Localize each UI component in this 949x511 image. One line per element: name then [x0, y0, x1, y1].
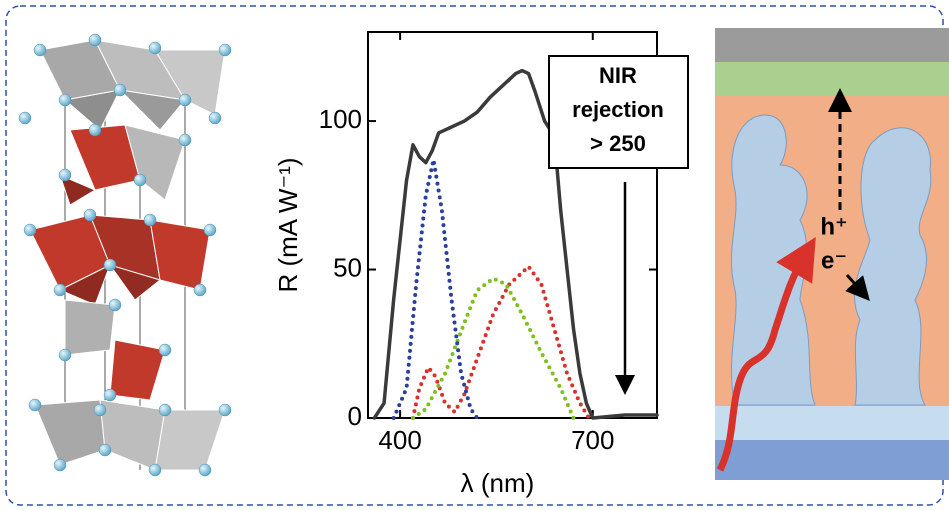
- x-tick-label: 700: [571, 425, 614, 455]
- annotation-text: rejection: [572, 97, 664, 122]
- y-axis-label: R (mA W⁻¹): [273, 157, 303, 292]
- data-line: [372, 68, 659, 420]
- annotation-text: > 250: [590, 131, 646, 156]
- data-line: [410, 276, 576, 420]
- x-tick-label: 400: [378, 425, 421, 455]
- plot: 400 700 0 50 100 λ (nm) R (mA W⁻¹) NIR rejection…: [273, 31, 689, 498]
- y-tick-label: 100: [319, 104, 362, 134]
- annotation-text: NIR: [599, 63, 637, 88]
- electron-label: e⁻: [821, 247, 847, 274]
- x-axis-label: λ (nm): [461, 468, 535, 498]
- plot-frame: [367, 31, 658, 419]
- device-schematic: [715, 28, 949, 480]
- annotation-box: [548, 55, 689, 169]
- y-tick-label: 50: [333, 252, 362, 282]
- data-line: [410, 264, 591, 420]
- border: [5, 5, 944, 506]
- data-line: [391, 157, 480, 420]
- y-tick-label: 0: [348, 401, 362, 431]
- crystal-structure: [18, 33, 232, 477]
- hole-label: h⁺: [820, 213, 847, 240]
